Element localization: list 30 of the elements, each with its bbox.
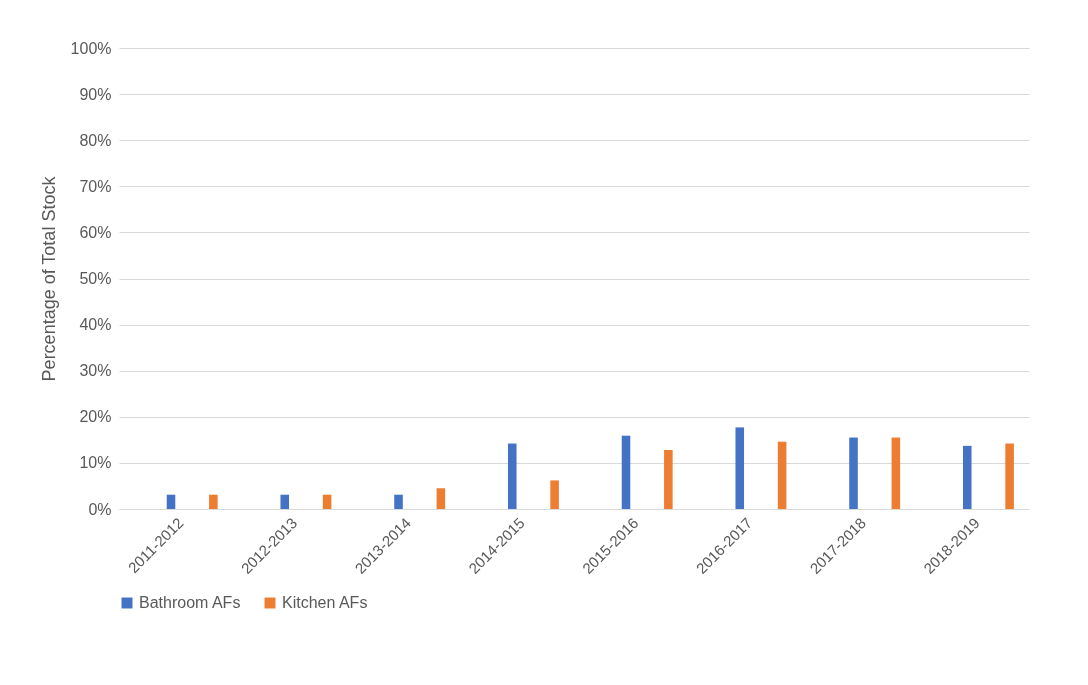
y-tick-label: 10%	[79, 454, 112, 472]
y-axis-title: Percentage of Total Stock	[38, 175, 59, 382]
y-tick-label: 30%	[79, 362, 112, 380]
bar	[621, 435, 631, 509]
bar	[507, 443, 517, 509]
y-tick-label: 90%	[79, 85, 112, 103]
y-tick-label: 80%	[79, 131, 112, 149]
legend-label: Bathroom AFs	[139, 594, 241, 611]
y-tick-label: 0%	[88, 500, 112, 518]
bar	[891, 437, 901, 509]
bar	[209, 494, 218, 509]
bar	[735, 427, 745, 509]
bar	[394, 494, 403, 509]
bar	[1005, 443, 1014, 509]
y-tick-label: 100%	[70, 39, 112, 57]
bar	[166, 494, 176, 509]
bar	[664, 449, 673, 509]
y-tick-label: 20%	[79, 408, 112, 426]
bar	[436, 488, 446, 509]
y-tick-label: 50%	[79, 270, 112, 287]
y-tick-label: 40%	[79, 316, 112, 334]
bar	[550, 480, 559, 509]
bar	[962, 445, 972, 509]
y-tick-label: 60%	[79, 223, 112, 241]
legend-label: Kitchen AFs	[282, 594, 368, 611]
bar	[322, 494, 332, 509]
y-tick-label: 70%	[79, 177, 112, 195]
bar	[280, 494, 290, 509]
bar	[849, 437, 858, 509]
bar	[777, 441, 787, 509]
